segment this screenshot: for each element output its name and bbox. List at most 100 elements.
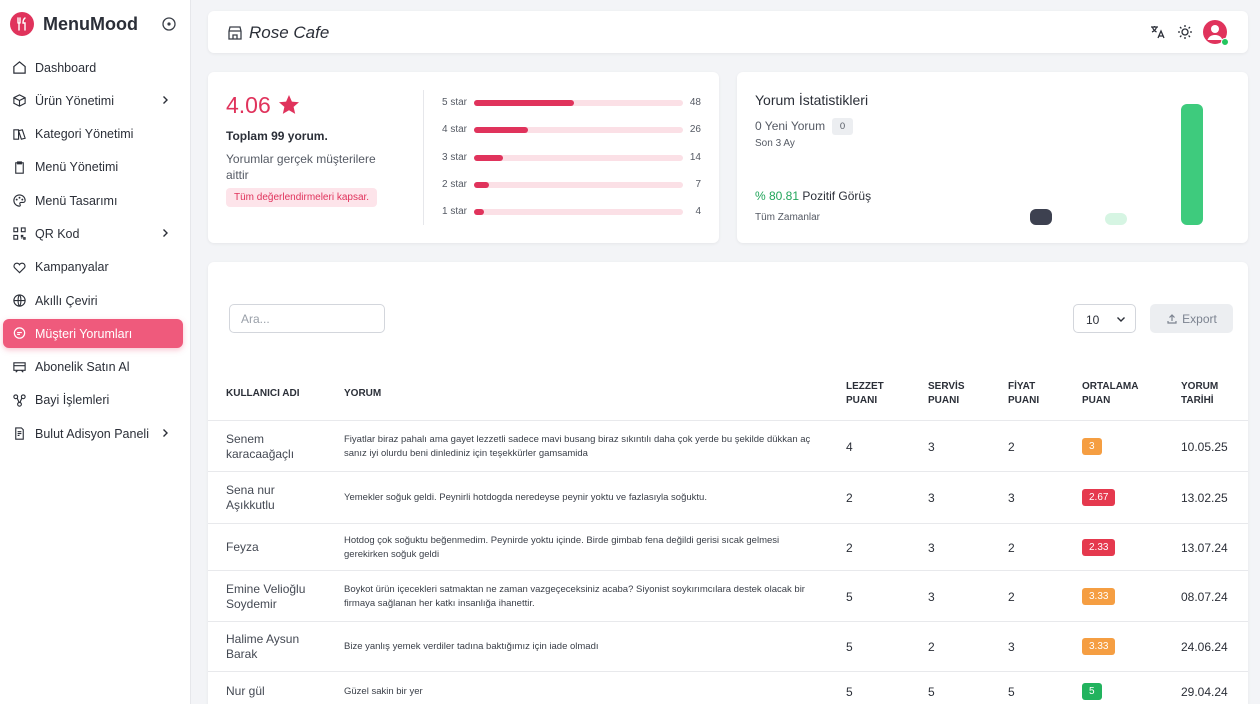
sidebar-item-label: Akıllı Çeviri <box>35 293 98 308</box>
sidebar-item-7[interactable]: Kampanyalar <box>3 253 183 282</box>
box-icon <box>13 94 26 108</box>
header-average: ORTALAMA PUAN <box>1082 381 1139 406</box>
sidebar-item-9[interactable]: Müşteri Yorumları <box>3 319 183 349</box>
table-row[interactable]: Feyza Hotdog çok soğuktu beğenmedim. Peyn… <box>208 523 1248 570</box>
sidebar-item-label: Kategori Yönetimi <box>35 127 134 142</box>
new-reviews-label: 0 Yeni Yorum <box>755 119 826 133</box>
top-header: Rose Cafe <box>208 11 1248 53</box>
period-label: Son 3 Ay <box>755 138 795 149</box>
sidebar-item-12[interactable]: Bulut Adisyon Paneli <box>3 419 183 448</box>
star-label: 2 star <box>442 179 468 190</box>
rating-bar-track <box>474 182 683 188</box>
star-label: 5 star <box>442 97 468 108</box>
comment-icon <box>13 327 26 340</box>
cloud-receipt-icon <box>15 427 24 440</box>
table-row[interactable]: Nur gül Güzel sakin bir yer 5 5 5 5 29.04.24 <box>208 671 1248 704</box>
review-comment: Hotdog çok soğuktu beğenmedim. Peynirde … <box>344 535 780 560</box>
user-name: Nur gül <box>226 684 265 698</box>
service-score: 3 <box>928 541 935 555</box>
user-name: Senem karacaağaçlı <box>226 432 295 461</box>
sidebar-item-label: Bulut Adisyon Paneli <box>35 426 149 441</box>
star-count: 4 <box>695 206 701 217</box>
star-count: 48 <box>689 97 701 108</box>
sidebar-item-label: Abonelik Satın Al <box>35 360 130 375</box>
rating-bar-fill <box>474 182 489 188</box>
qr-code-icon <box>13 227 26 241</box>
review-date: 10.05.25 <box>1181 440 1228 454</box>
upload-icon <box>1167 313 1177 324</box>
category-icon <box>13 128 26 140</box>
rating-bar-row: 5 star 48 <box>442 97 704 109</box>
price-score: 2 <box>1008 440 1015 454</box>
sun-theme-icon[interactable] <box>1177 24 1193 40</box>
review-comment: Bize yanlış yemek verdiler tadına baktığ… <box>344 641 599 652</box>
price-score: 3 <box>1008 640 1015 654</box>
average-score-badge: 2.67 <box>1082 489 1116 506</box>
sidebar-item-label: Ürün Yönetimi <box>35 93 114 108</box>
table-row[interactable]: Halime Aysun Barak Bize yanlış yemek verd… <box>208 621 1248 671</box>
clipboard-icon <box>15 161 24 174</box>
user-name: Halime Aysun Barak <box>226 632 300 661</box>
average-score-badge: 5 <box>1082 683 1102 700</box>
sidebar-item-3[interactable]: Kategori Yönetimi <box>3 120 183 149</box>
stats-bar-mint <box>1105 213 1127 225</box>
sidebar-item-11[interactable]: Bayi İşlemleri <box>3 386 183 415</box>
rating-bar-row: 4 star 26 <box>442 124 704 136</box>
sidebar-item-10[interactable]: Abonelik Satın Al <box>3 353 183 382</box>
sidebar-item-label: Menü Yönetimi <box>35 160 119 175</box>
sidebar-item-4[interactable]: Menü Yönetimi <box>3 153 183 182</box>
review-date: 29.04.24 <box>1181 685 1228 699</box>
subscription-icon <box>13 361 26 373</box>
chevron-right-icon <box>163 429 168 438</box>
search-input[interactable] <box>229 304 385 333</box>
page-size-select[interactable]: 10 <box>1073 304 1136 333</box>
sidebar-item-5[interactable]: Menü Tasarımı <box>3 186 183 215</box>
price-score: 3 <box>1008 491 1015 505</box>
review-date: 13.02.25 <box>1181 491 1228 505</box>
review-date: 24.06.24 <box>1181 640 1228 654</box>
new-reviews-count-badge: 0 <box>832 118 853 135</box>
sidebar-item-label: Müşteri Yorumları <box>35 326 133 341</box>
stats-title: Yorum İstatistikleri <box>755 92 869 108</box>
header-service: SERVİS PUANI <box>928 381 965 406</box>
review-comment: Boykot ürün içecekleri satmaktan ne zama… <box>344 584 805 609</box>
review-stats-card: Yorum İstatistikleri 0 Yeni Yorum 0 Son … <box>737 72 1248 243</box>
brand[interactable]: MenuMood <box>10 10 182 38</box>
positive-feedback: % 80.81 Pozitif Görüş <box>755 189 871 203</box>
table-row[interactable]: Sena nur Aşıkkutlu Yemekler soğuk geldi. … <box>208 471 1248 523</box>
rating-bar-row: 1 star 4 <box>442 206 704 218</box>
app-name: MenuMood <box>43 13 138 34</box>
sidebar: MenuMood Dashboard Ürün Yönetimi Kategori … <box>0 0 191 704</box>
sidebar-item-label: Menü Tasarımı <box>35 193 118 208</box>
rating-bar-fill <box>474 127 529 133</box>
rating-bar-track <box>474 155 683 161</box>
header-date: YORUM TARİHİ <box>1181 381 1219 406</box>
sidebar-item-2[interactable]: Ürün Yönetimi <box>3 86 183 115</box>
sidebar-item-6[interactable]: QR Kod <box>3 219 183 248</box>
user-icon <box>1207 25 1223 40</box>
average-score-badge: 3 <box>1082 438 1102 455</box>
star-count: 26 <box>689 124 701 135</box>
average-score-badge: 3.33 <box>1082 588 1116 605</box>
table-row[interactable]: Senem karacaağaçlı Fiyatlar biraz pahalı … <box>208 420 1248 471</box>
rating-bar-row: 3 star 14 <box>442 152 704 164</box>
table-row[interactable]: Emine Velioğlu Soydemir Boykot ürün içece… <box>208 570 1248 621</box>
sidebar-item-1[interactable]: Dashboard <box>3 53 183 82</box>
reviews-description: Yorumlar gerçek müşterilere aittir <box>226 152 376 182</box>
review-comment: Yemekler soğuk geldi. Peynirli hotdogda … <box>344 492 707 503</box>
total-reviews: Toplam 99 yorum. <box>226 129 328 143</box>
service-score: 3 <box>928 491 935 505</box>
fork-knife-logo-icon <box>10 12 34 36</box>
translate-icon[interactable] <box>1149 24 1165 40</box>
star-label: 3 star <box>442 152 468 163</box>
sidebar-item-label: Dashboard <box>35 60 97 75</box>
rating-summary-card: 4.06 Toplam 99 yorum. Yorumlar gerçek mü… <box>208 72 719 243</box>
chevron-right-icon <box>163 229 168 238</box>
star-icon <box>279 95 299 114</box>
chevron-down-icon <box>1117 317 1125 322</box>
collapse-sidebar-icon[interactable] <box>161 16 177 32</box>
avatar[interactable] <box>1203 20 1229 46</box>
export-button[interactable]: Export <box>1150 304 1233 333</box>
sidebar-item-8[interactable]: Akıllı Çeviri <box>3 286 183 315</box>
user-name: Emine Velioğlu Soydemir <box>226 582 306 611</box>
